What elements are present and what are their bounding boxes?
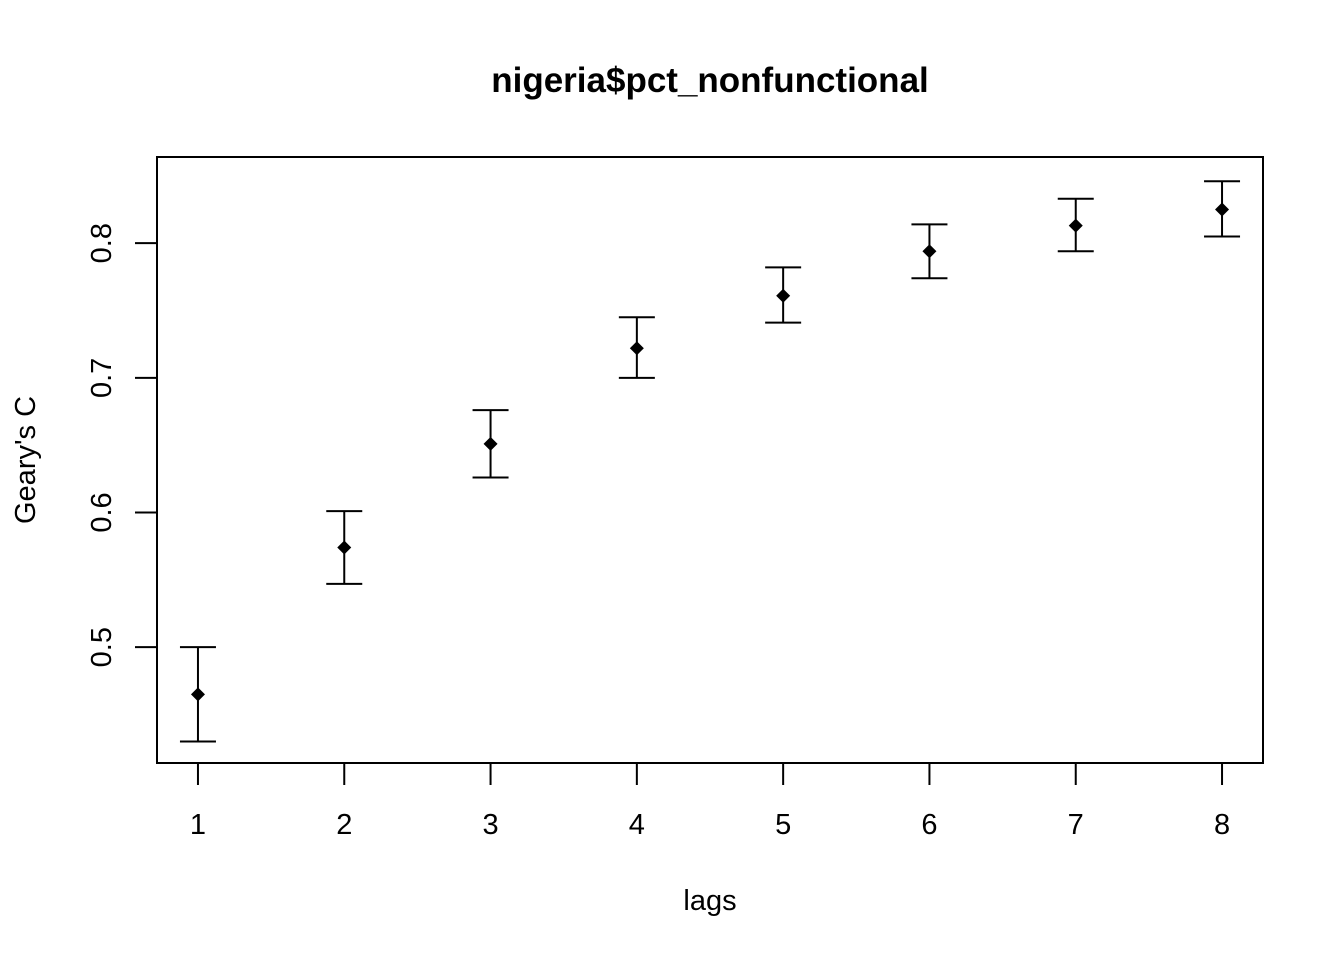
data-point	[922, 244, 937, 259]
data-point	[190, 687, 205, 702]
data-point	[1068, 218, 1083, 233]
data-points	[190, 202, 1230, 702]
y-axis-label: Geary's C	[10, 396, 42, 524]
plot-frame	[156, 156, 1264, 764]
chart-title: nigeria$pct_nonfunctional	[491, 61, 929, 100]
data-point	[1215, 202, 1230, 217]
y-tick-label: 0.7	[86, 358, 118, 398]
x-tick-label: 1	[190, 809, 206, 841]
x-axis: 1 2 3 4 5 6 7 8	[190, 762, 1230, 841]
x-tick-label: 6	[921, 809, 937, 841]
x-tick-label: 5	[775, 809, 791, 841]
y-tick-label: 0.8	[86, 223, 118, 263]
x-axis-label: lags	[683, 885, 736, 917]
data-point	[629, 341, 644, 356]
y-tick-label: 0.5	[86, 627, 118, 667]
x-tick-label: 3	[482, 809, 498, 841]
data-point	[483, 436, 498, 451]
data-point	[776, 288, 791, 303]
x-tick-label: 8	[1214, 809, 1230, 841]
error-bars	[179, 180, 1241, 743]
y-tick-label: 0.6	[86, 492, 118, 532]
x-tick-label: 2	[336, 809, 352, 841]
x-tick-label: 4	[629, 809, 645, 841]
x-tick-label: 7	[1068, 809, 1084, 841]
y-axis: 0.5 0.6 0.7 0.8	[86, 223, 158, 667]
data-point	[337, 540, 352, 555]
